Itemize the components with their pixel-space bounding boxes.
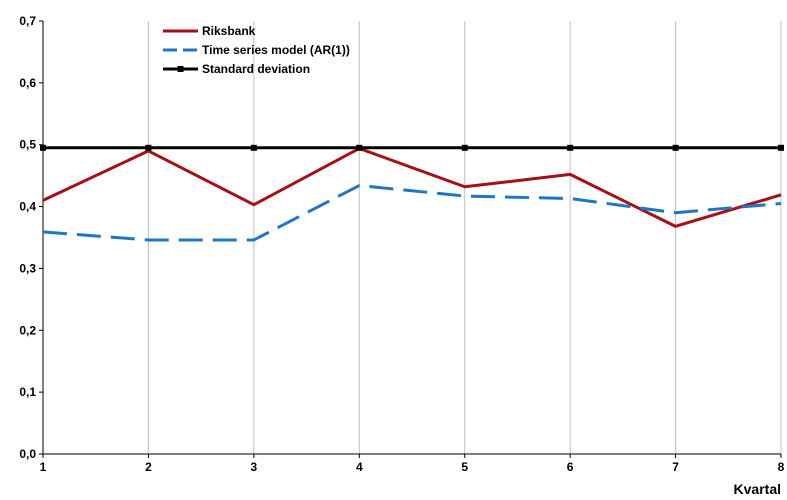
x-axis-label: Kvartal — [734, 481, 781, 497]
x-tick-label: 6 — [567, 460, 574, 474]
x-tick-label: 4 — [356, 460, 363, 474]
series-marker — [567, 144, 574, 151]
y-tick-label: 0,4 — [19, 200, 36, 214]
y-tick-label: 0,3 — [19, 261, 36, 275]
series-marker — [672, 144, 679, 151]
x-tick-labels: 1 2 3 4 5 6 7 8 — [40, 460, 785, 474]
x-tick-label: 1 — [40, 460, 47, 474]
axes — [39, 20, 782, 458]
series-marker — [250, 144, 257, 151]
x-tick-label: 8 — [778, 460, 785, 474]
y-tick-label: 0,0 — [19, 447, 36, 461]
y-tick-label: 0,7 — [19, 14, 36, 28]
series-line-2 — [42, 184, 782, 242]
y-tick-labels: 0,0 0,1 0,2 0,3 0,4 0,5 0,6 0,7 — [19, 14, 36, 461]
series-line-1 — [42, 146, 782, 228]
legend: Riksbank Time series model (AR(1)) Standar… — [163, 24, 350, 76]
y-tick-label: 0,6 — [19, 76, 36, 90]
series-marker — [356, 144, 363, 151]
x-tick-label: 2 — [145, 460, 152, 474]
legend-label-2: Time series model (AR(1)) — [202, 43, 350, 57]
y-tick-label: 0,5 — [19, 138, 36, 152]
legend-marker — [177, 66, 184, 72]
series-marker — [778, 144, 784, 151]
x-tick-label: 7 — [672, 460, 679, 474]
legend-label-3: Standard deviation — [202, 62, 310, 76]
grid — [147, 21, 782, 454]
series-group — [40, 144, 784, 242]
series-marker — [461, 144, 468, 151]
legend-label-1: Riksbank — [202, 24, 256, 38]
series-marker — [40, 144, 46, 151]
x-tick-label: 3 — [251, 460, 258, 474]
y-tick-label: 0,2 — [19, 323, 36, 337]
series-marker — [145, 144, 152, 151]
y-tick-label: 0,1 — [19, 385, 36, 399]
x-tick-label: 5 — [461, 460, 468, 474]
